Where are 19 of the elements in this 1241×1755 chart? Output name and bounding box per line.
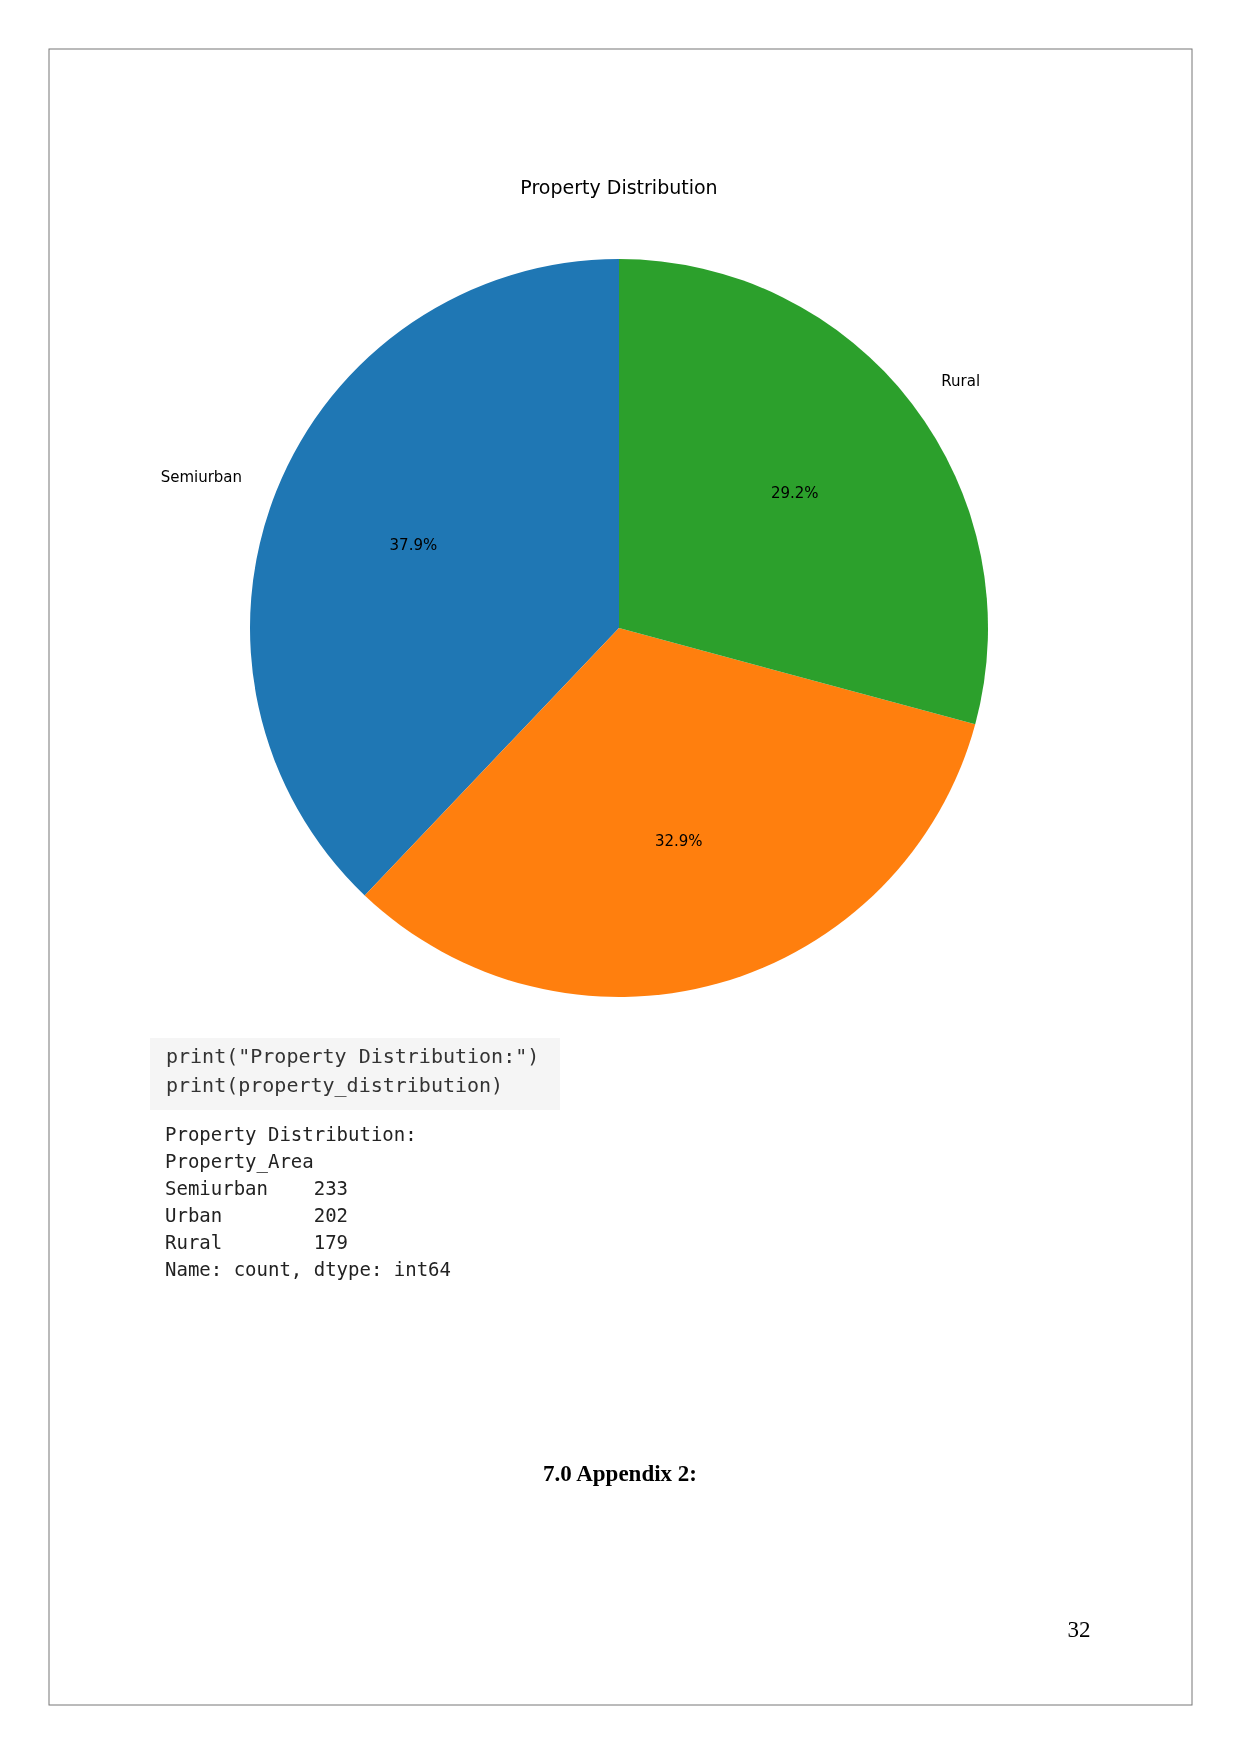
text: Rural 179 [165,1230,349,1253]
text: Property_Area [165,1149,314,1173]
text: 7.0 Appendix 2: [542,1461,698,1486]
text: print(property_distribution) [166,1072,504,1097]
slice-label: Rural [941,371,981,390]
data-label: 37.9% [389,536,438,555]
data-label: 32.9% [654,831,703,850]
text: 32 [1067,1617,1091,1642]
slice-label: Semiurban [160,467,243,486]
text: Urban 202 [165,1203,349,1226]
text: print("Property Distribution:") [166,1043,540,1068]
pie-slice [619,259,988,725]
data-label: 29.2% [770,483,819,502]
text: Property Distribution: [165,1122,417,1145]
chart-title: Property Distribution [520,176,718,198]
text: Name: count, dtype: int64 [165,1257,451,1280]
pie-slice [250,259,619,896]
pie-slice [364,628,976,997]
text: Semiurban 233 [165,1176,349,1199]
